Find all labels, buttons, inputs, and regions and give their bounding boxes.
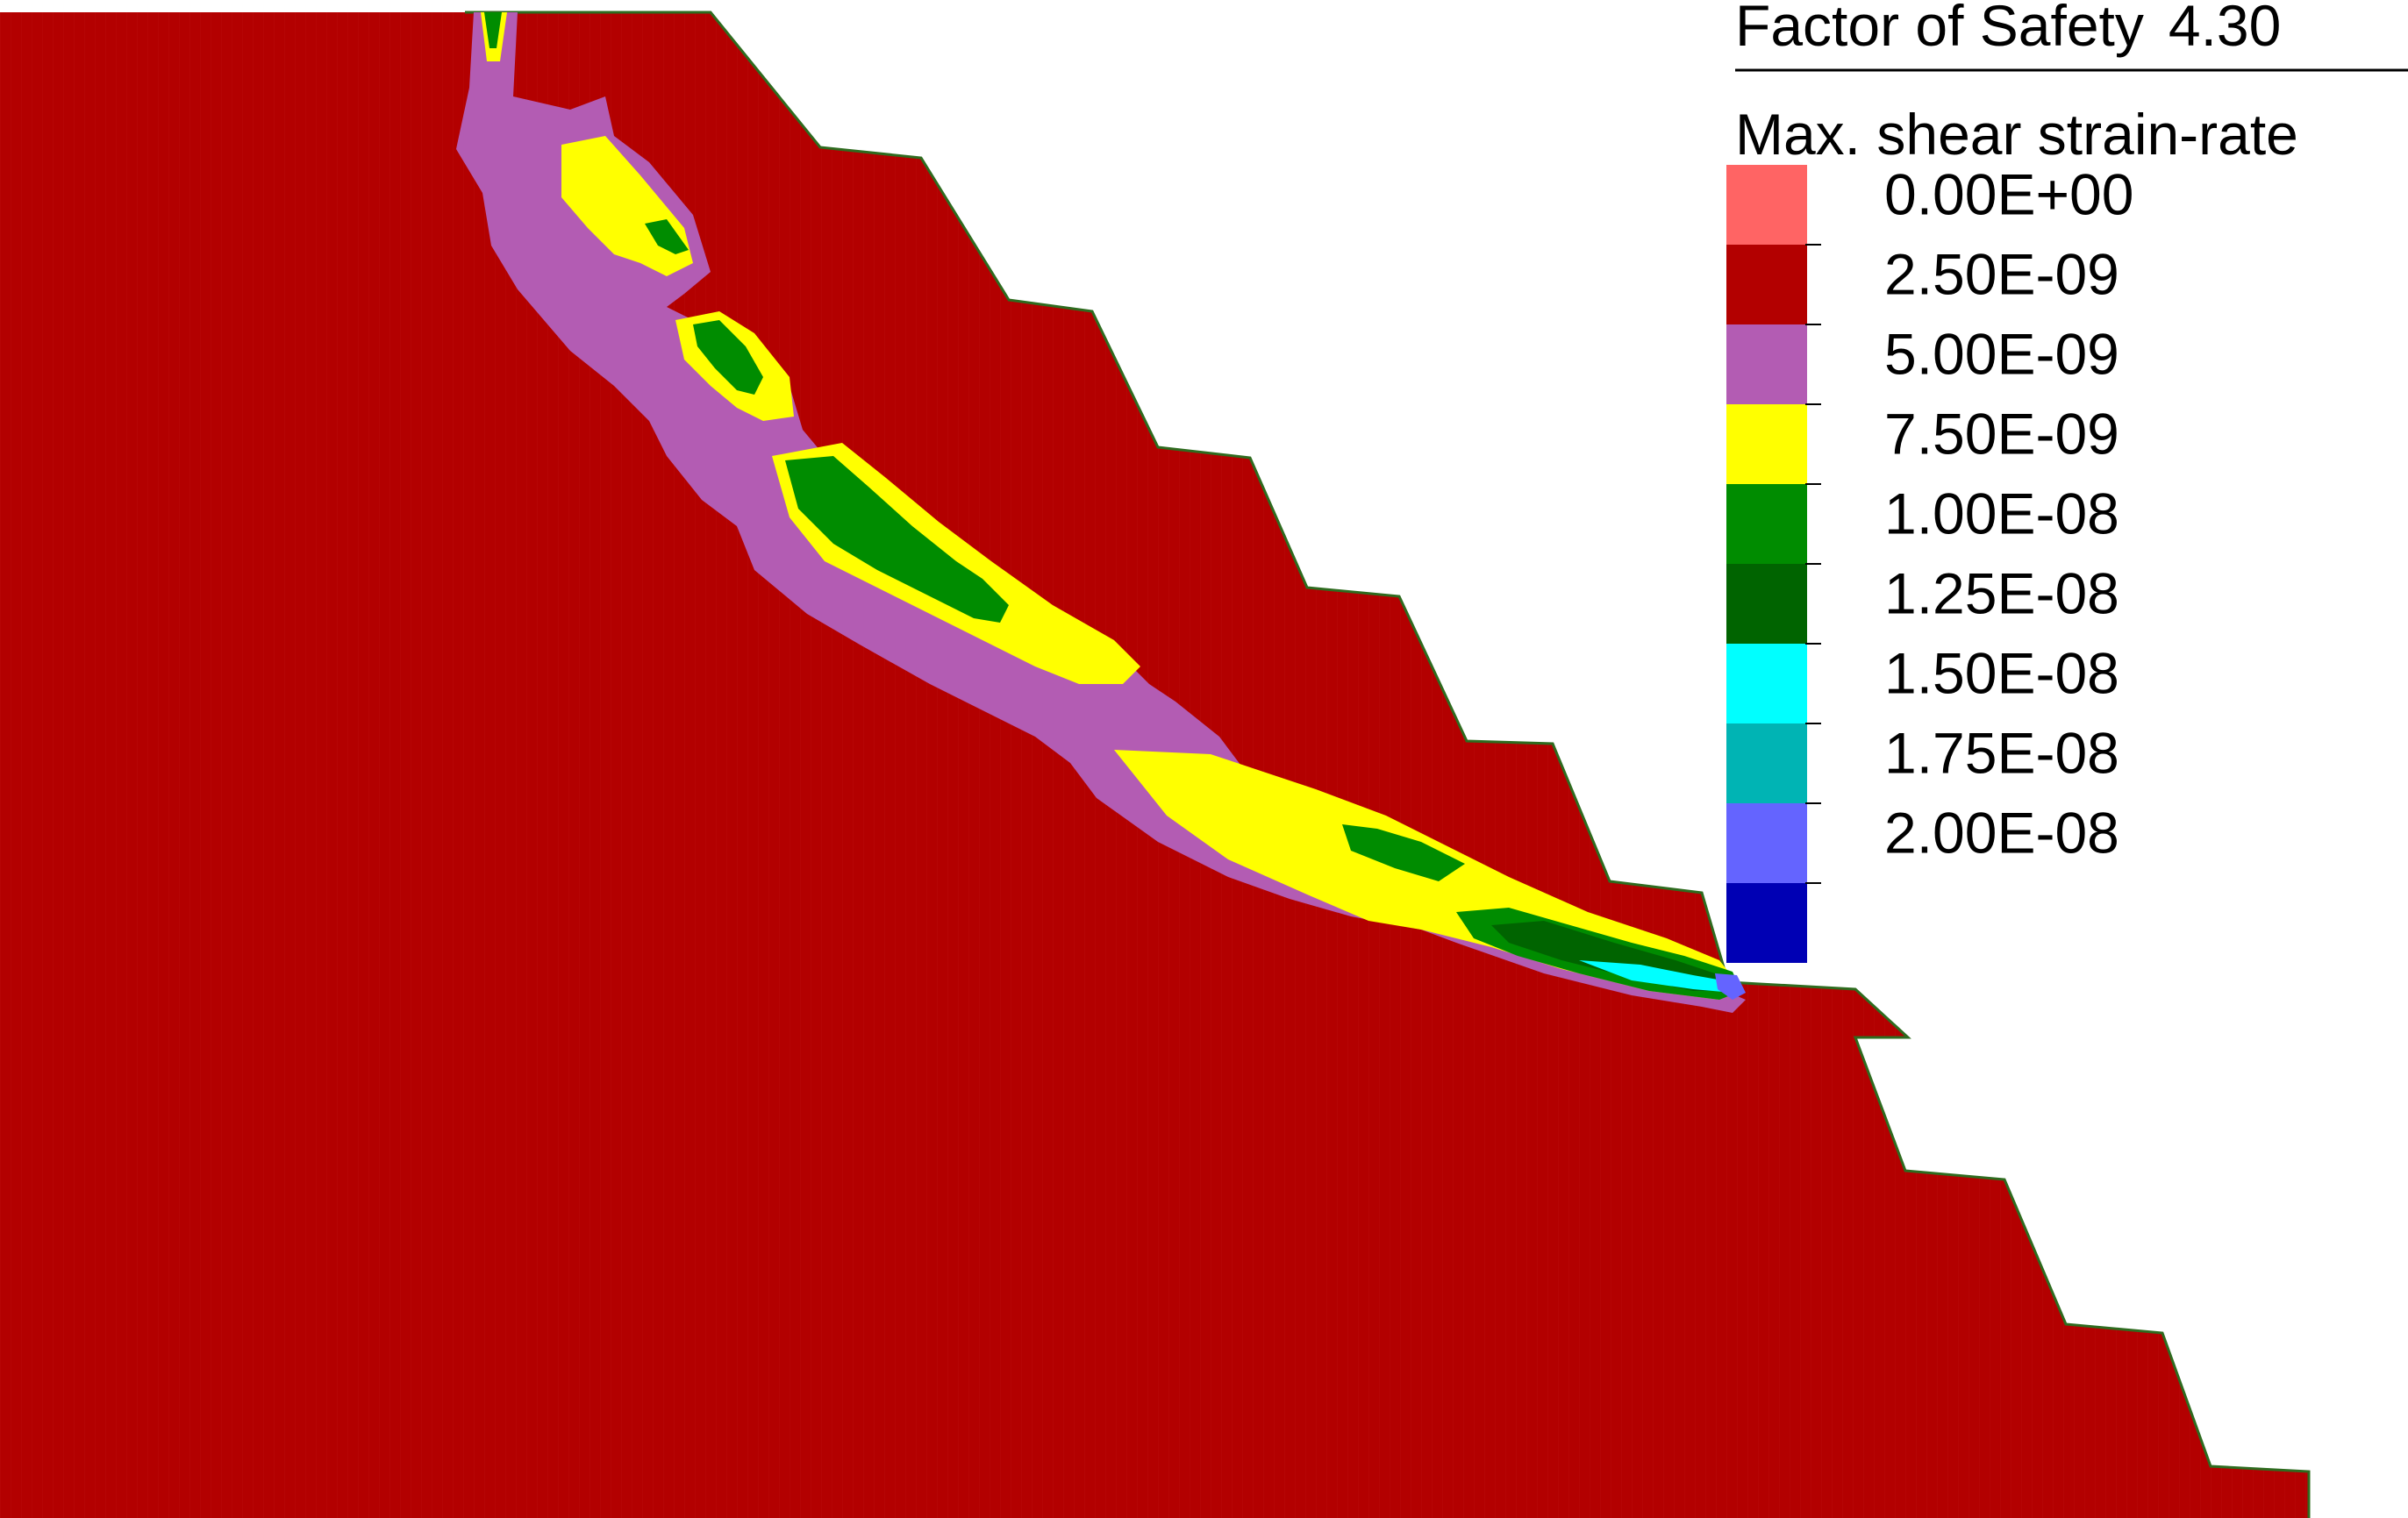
legend-label: 1.25E-08 — [1884, 560, 2119, 625]
legend-label: 5.00E-09 — [1884, 321, 2119, 386]
legend-swatch — [1726, 404, 1807, 484]
quantity-label: Max. shear strain-rate — [1735, 102, 2298, 167]
legend-swatch — [1726, 484, 1807, 564]
shear-band-outer-zone — [456, 12, 1746, 1013]
legend-swatch — [1726, 324, 1807, 404]
legend-label: 0.00E+00 — [1884, 161, 2133, 226]
legend-swatch — [1726, 723, 1807, 803]
shear-band-toe-zone — [1715, 973, 1746, 1000]
fos-label: Factor of Safety 4.30 — [1735, 0, 2281, 58]
legend-swatch — [1726, 803, 1807, 883]
fos-value: 4.30 — [2169, 0, 2281, 58]
legend-swatch — [1726, 165, 1807, 245]
legend-label: 1.50E-08 — [1884, 640, 2119, 705]
legend-label: 1.00E-08 — [1884, 481, 2119, 545]
legend: Factor of Safety 4.30 Max. shear strain-r… — [1726, 0, 2408, 963]
legend-label: 7.50E-09 — [1884, 401, 2119, 466]
legend-labels: 0.00E+00 2.50E-09 5.00E-09 7.50E-09 1.00E-08… — [1884, 161, 2133, 865]
legend-swatch — [1726, 245, 1807, 324]
legend-label: 2.00E-08 — [1884, 800, 2119, 865]
legend-swatches — [1726, 165, 1821, 963]
legend-swatch — [1726, 644, 1807, 723]
legend-swatch — [1726, 564, 1807, 644]
ground-surface-line — [465, 11, 2311, 1518]
shear-band-cyan-zone — [1579, 960, 1733, 993]
legend-label: 1.75E-08 — [1884, 720, 2119, 785]
legend-swatch — [1726, 883, 1807, 963]
fos-label-text: Factor of Safety — [1735, 0, 2144, 58]
legend-label: 2.50E-09 — [1884, 241, 2119, 306]
